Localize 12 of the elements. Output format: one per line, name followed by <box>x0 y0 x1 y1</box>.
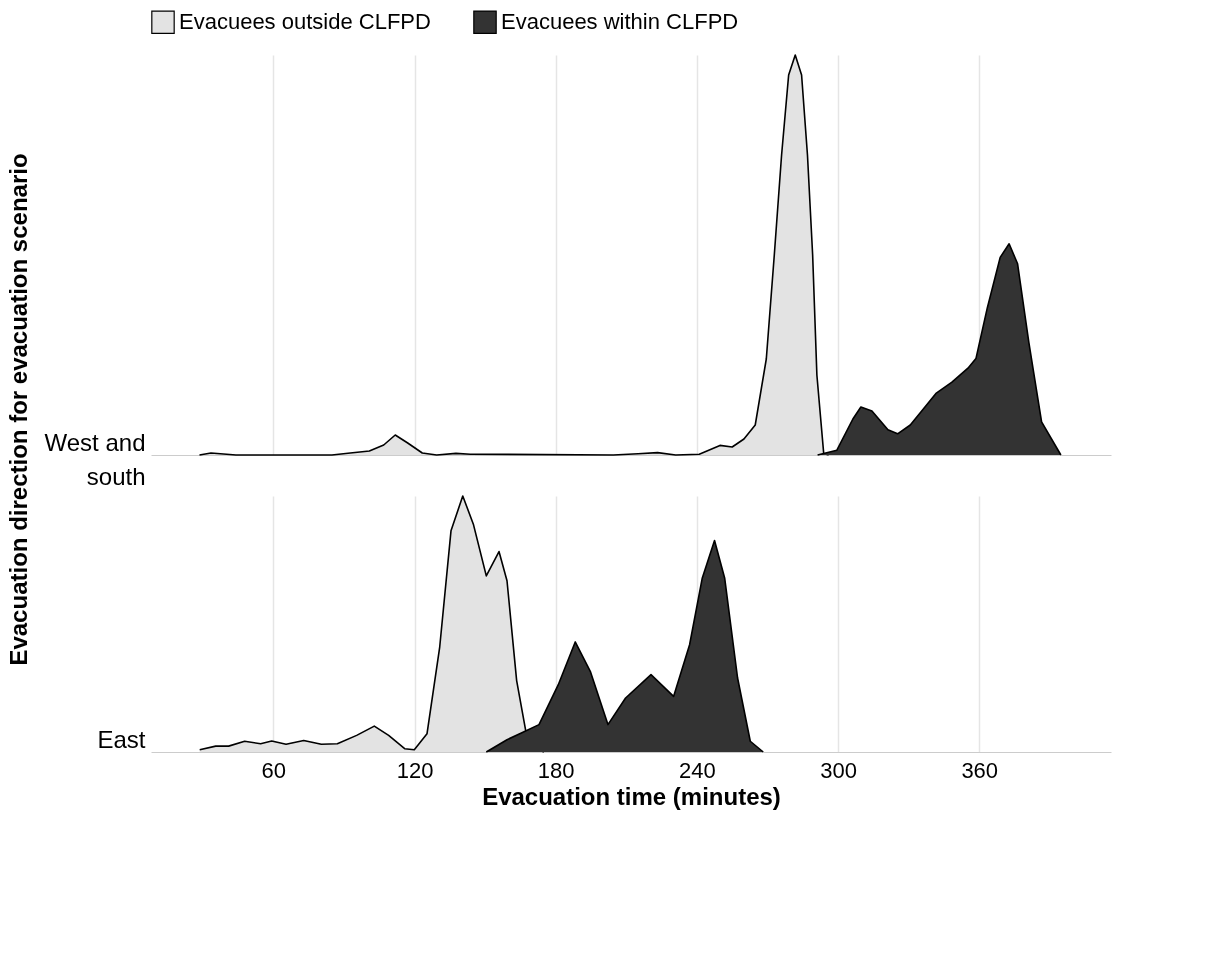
x-tick-label: 180 <box>537 757 575 783</box>
x-tick-label: 240 <box>679 757 716 783</box>
legend-label: Evacuees within CLFPD <box>501 9 739 35</box>
legend-label: Evacuees outside CLFPD <box>179 9 431 35</box>
y-axis-title: West and south <box>44 428 146 490</box>
x-tick-label: 120 <box>396 757 434 783</box>
x-axis-title: Evacuation time (minutes) <box>482 782 781 810</box>
text: Evacuation direction for evacuation scenario <box>5 153 33 666</box>
x-tick-label: 60 <box>261 757 287 783</box>
x-tick-label: 300 <box>820 757 857 783</box>
x-tick-label: 360 <box>961 757 999 783</box>
y-axis-title: East <box>97 725 146 753</box>
